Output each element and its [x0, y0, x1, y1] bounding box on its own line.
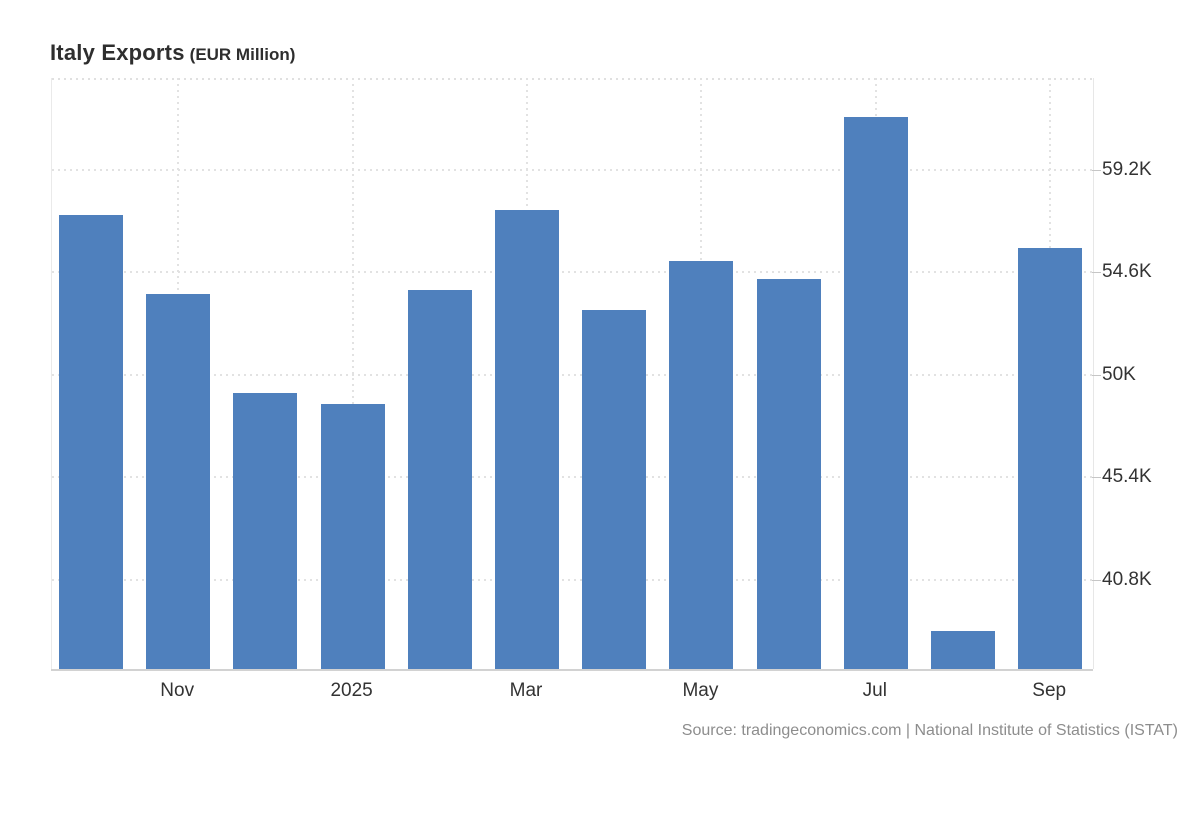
x-axis-line [51, 669, 1093, 671]
h-gridline [52, 476, 1093, 479]
x-tick-label: Sep [1032, 680, 1067, 701]
bar-apr-2025[interactable] [582, 310, 647, 669]
x-tick-label: Jul [862, 680, 887, 701]
y-tick-mark [1092, 170, 1101, 171]
y-tick-label: 40.8K [1102, 568, 1152, 590]
bar-jul-2025[interactable] [843, 116, 908, 669]
bar-dec-2024[interactable] [233, 392, 298, 669]
y-tick-label: 54.6K [1102, 261, 1152, 283]
bar-jun-2025[interactable] [756, 279, 821, 669]
y-tick-label: 59.2K [1102, 159, 1152, 180]
x-tick-label: Nov [160, 680, 195, 701]
bar-jan-2025[interactable] [320, 403, 385, 669]
h-gridline [52, 169, 1093, 171]
x-tick-label: May [682, 680, 719, 701]
plot-area [51, 78, 1094, 669]
bar-feb-2025[interactable] [407, 290, 472, 669]
y-tick-mark [1092, 374, 1101, 376]
bar-sep-2025[interactable] [1018, 247, 1083, 669]
chart-subtitle: (EUR Million) [189, 45, 296, 64]
h-gridline [52, 373, 1093, 376]
v-gridline [351, 78, 354, 669]
h-gridline [52, 578, 1093, 581]
bar-mar-2025[interactable] [495, 210, 559, 669]
source-caption: Source: tradingeconomics.com | National … [681, 722, 1178, 739]
y-tick-label: 50K [1102, 363, 1136, 385]
bar-nov-2024[interactable] [146, 293, 211, 669]
y-tick-mark [1092, 477, 1101, 479]
y-tick-label: 45.4K [1102, 466, 1152, 488]
bar-aug-2025[interactable] [931, 631, 995, 669]
bar-oct-2024[interactable] [59, 214, 123, 669]
y-tick-mark [1092, 579, 1101, 581]
bar-may-2025[interactable] [669, 261, 734, 669]
y-tick-mark [1092, 272, 1101, 274]
x-tick-label: 2025 [330, 680, 373, 701]
x-tick-label: Mar [509, 680, 543, 701]
h-gridline [52, 271, 1093, 274]
chart-header: Italy Exports (EUR Million) [50, 40, 295, 66]
chart-title: Italy Exports [50, 40, 185, 65]
